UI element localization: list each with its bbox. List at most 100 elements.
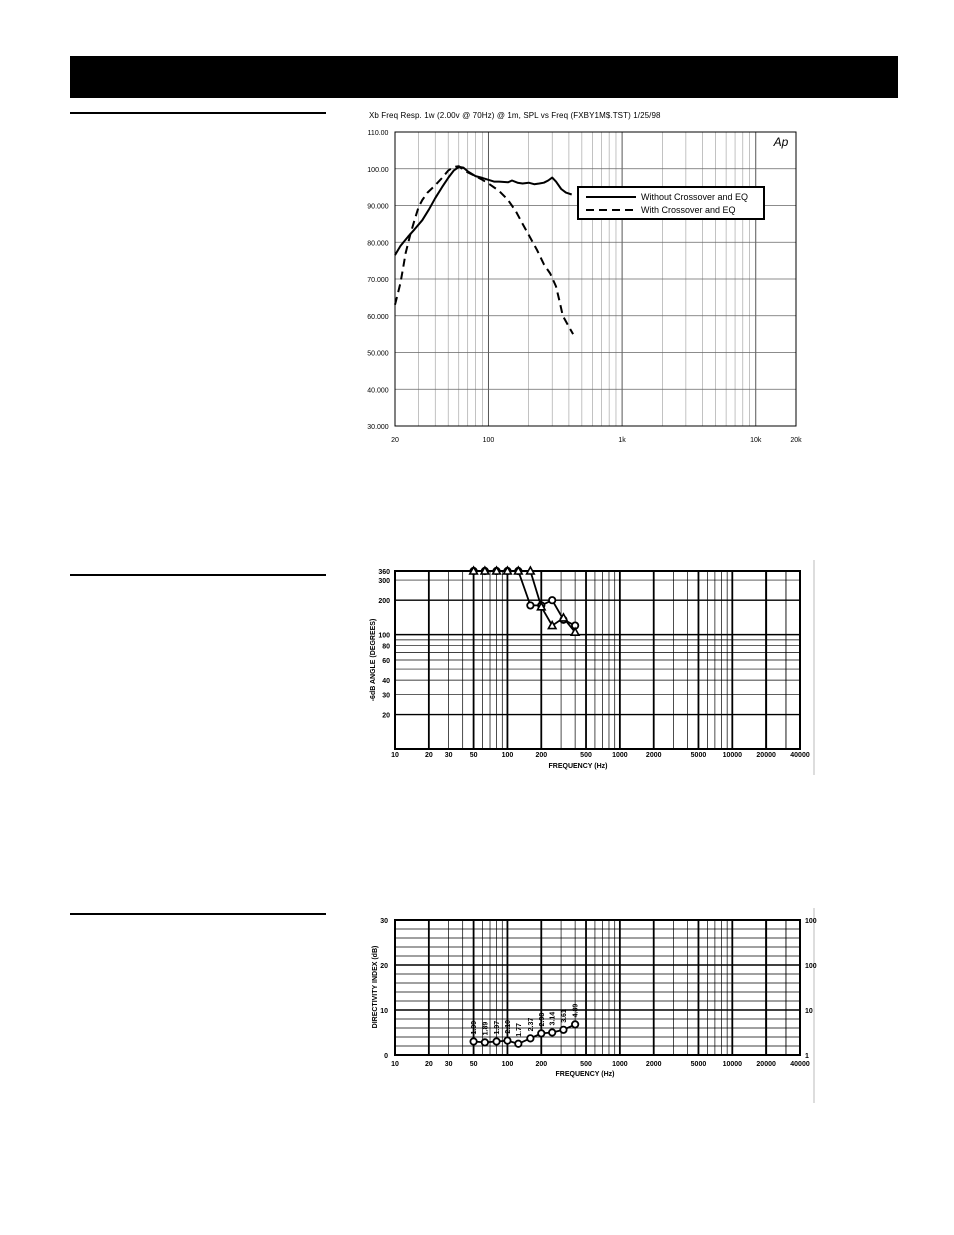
- legend-label: Without Crossover and EQ: [641, 192, 748, 202]
- right-tick-label: 10: [805, 1008, 813, 1015]
- data-point-circle: [480, 1038, 489, 1047]
- x-tick-label: 50: [470, 752, 478, 759]
- x-tick-label: 40000: [790, 1061, 810, 1068]
- x-tick-label: 1000: [612, 752, 628, 759]
- data-label: 2.98: [539, 1013, 546, 1027]
- series-line-1: [394, 165, 573, 256]
- data-point-circle: [559, 1025, 568, 1034]
- y-tick-label: 60.000: [367, 314, 389, 321]
- y-tick-label: 0: [384, 1053, 388, 1060]
- x-tick-label: 5000: [691, 1061, 707, 1068]
- x-tick-label: 100: [502, 1061, 514, 1068]
- series-line-2: [394, 165, 574, 335]
- section-rule: [70, 574, 326, 576]
- x-tick-label: 200: [535, 1061, 547, 1068]
- data-label: 1.99: [471, 1021, 478, 1035]
- x-tick-label: 1k: [618, 437, 626, 444]
- x-tick-label: 10000: [723, 1061, 743, 1068]
- x-tick-label: 30: [445, 1061, 453, 1068]
- x-tick-label: 20: [425, 752, 433, 759]
- y-tick-label: 20: [380, 963, 388, 970]
- x-tick-label: 10k: [750, 437, 762, 444]
- data-label: 1.89: [482, 1022, 489, 1036]
- data-label: 4.89: [573, 1004, 580, 1018]
- y-tick-label: 80: [382, 644, 390, 651]
- x-tick-label: 5000: [691, 752, 707, 759]
- legend-box: [577, 186, 765, 220]
- data-point-circle: [526, 1034, 535, 1043]
- data-point-triangle: [558, 612, 569, 622]
- x-tick-label: 10: [391, 1061, 399, 1068]
- x-tick-label: 500: [580, 752, 592, 759]
- y-tick-label: 360: [378, 569, 390, 576]
- x-tick-label: 20000: [756, 1061, 776, 1068]
- y-tick-label: 40: [382, 678, 390, 685]
- section-rule: [70, 112, 326, 114]
- x-tick-label: 2000: [646, 752, 662, 759]
- y-tick-label: 40.000: [367, 387, 389, 394]
- y-tick-label: 30: [382, 692, 390, 699]
- plot-frame: [394, 919, 801, 1056]
- y-tick-label: 300: [378, 578, 390, 585]
- plot-frame: [394, 131, 797, 427]
- x-axis-label: FREQUENCY (Hz): [549, 763, 608, 770]
- x-tick-label: 30: [445, 752, 453, 759]
- x-axis-label: FREQUENCY (Hz): [556, 1071, 615, 1078]
- data-point-triangle: [569, 626, 581, 637]
- x-tick-label: 20k: [790, 437, 802, 444]
- data-point-circle: [548, 596, 557, 605]
- right-tick-label: 1: [805, 1053, 809, 1060]
- y-tick-label: 30: [380, 918, 388, 925]
- data-point-triangle: [513, 565, 524, 575]
- data-point-triangle: [468, 565, 479, 575]
- data-point-triangle: [525, 565, 536, 575]
- data-point-circle: [537, 1029, 546, 1038]
- data-point-circle: [469, 1037, 478, 1046]
- series-line-2: [473, 570, 576, 633]
- x-tick-label: 1000: [612, 1061, 628, 1068]
- x-tick-label: 10000: [723, 752, 743, 759]
- x-tick-label: 20: [425, 1061, 433, 1068]
- y-tick-label: 90.000: [367, 204, 389, 211]
- y-tick-label: 80.000: [367, 240, 389, 247]
- data-point-triangle: [479, 565, 491, 575]
- data-point-circle: [526, 601, 535, 610]
- data-label: 1.97: [494, 1021, 501, 1035]
- data-point-circle: [492, 1037, 501, 1046]
- legend: Without Crossover and EQ With Crossover a…: [577, 186, 765, 220]
- y-tick-label: 60: [382, 658, 390, 665]
- data-label: 2.37: [528, 1018, 535, 1032]
- x-tick-label: 100: [483, 437, 495, 444]
- y-axis-label: DIRECTIVITY INDEX (dB): [372, 946, 379, 1029]
- y-tick-label: 100: [378, 633, 390, 640]
- legend-label: With Crossover and EQ: [641, 205, 736, 215]
- frequency-response-plot: 110.00 100.00 90.000 80.000 70.000 60.000 50.0…: [367, 130, 802, 444]
- data-point-circle: [514, 1039, 523, 1048]
- x-tick-label: 20: [391, 437, 399, 444]
- data-point-triangle: [547, 619, 558, 630]
- data-point-triangle: [491, 565, 502, 575]
- data-label: 3.61: [561, 1009, 568, 1023]
- watermark-logo: Ap: [773, 135, 789, 149]
- y-tick-label: 100.00: [367, 167, 389, 174]
- x-tick-label: 50: [470, 1061, 478, 1068]
- y-tick-label: 70.000: [367, 277, 389, 284]
- y-tick-label: 50.000: [367, 351, 389, 358]
- y-tick-label: 110.00: [368, 130, 389, 137]
- data-label: 2.10: [505, 1020, 512, 1034]
- series-line-1: [473, 1023, 576, 1045]
- x-tick-label: 100: [502, 752, 514, 759]
- section-rule: [70, 913, 326, 915]
- right-tick-label: 100: [805, 963, 817, 970]
- y-tick-label: 200: [378, 598, 390, 605]
- data-point-circle: [548, 1028, 557, 1037]
- beamwidth-plot: 360 300 200 100 80 60 40 30 20 10 20 30 50 100 200 500 1…: [370, 560, 815, 775]
- x-tick-label: 20000: [756, 752, 776, 759]
- data-label: 3.14: [550, 1012, 557, 1026]
- x-tick-label: 2000: [646, 1061, 662, 1068]
- y-tick-label: 10: [380, 1008, 388, 1015]
- chart-header: Xb Freq Resp. 1w (2.00v @ 70Hz) @ 1m, SP…: [369, 111, 661, 120]
